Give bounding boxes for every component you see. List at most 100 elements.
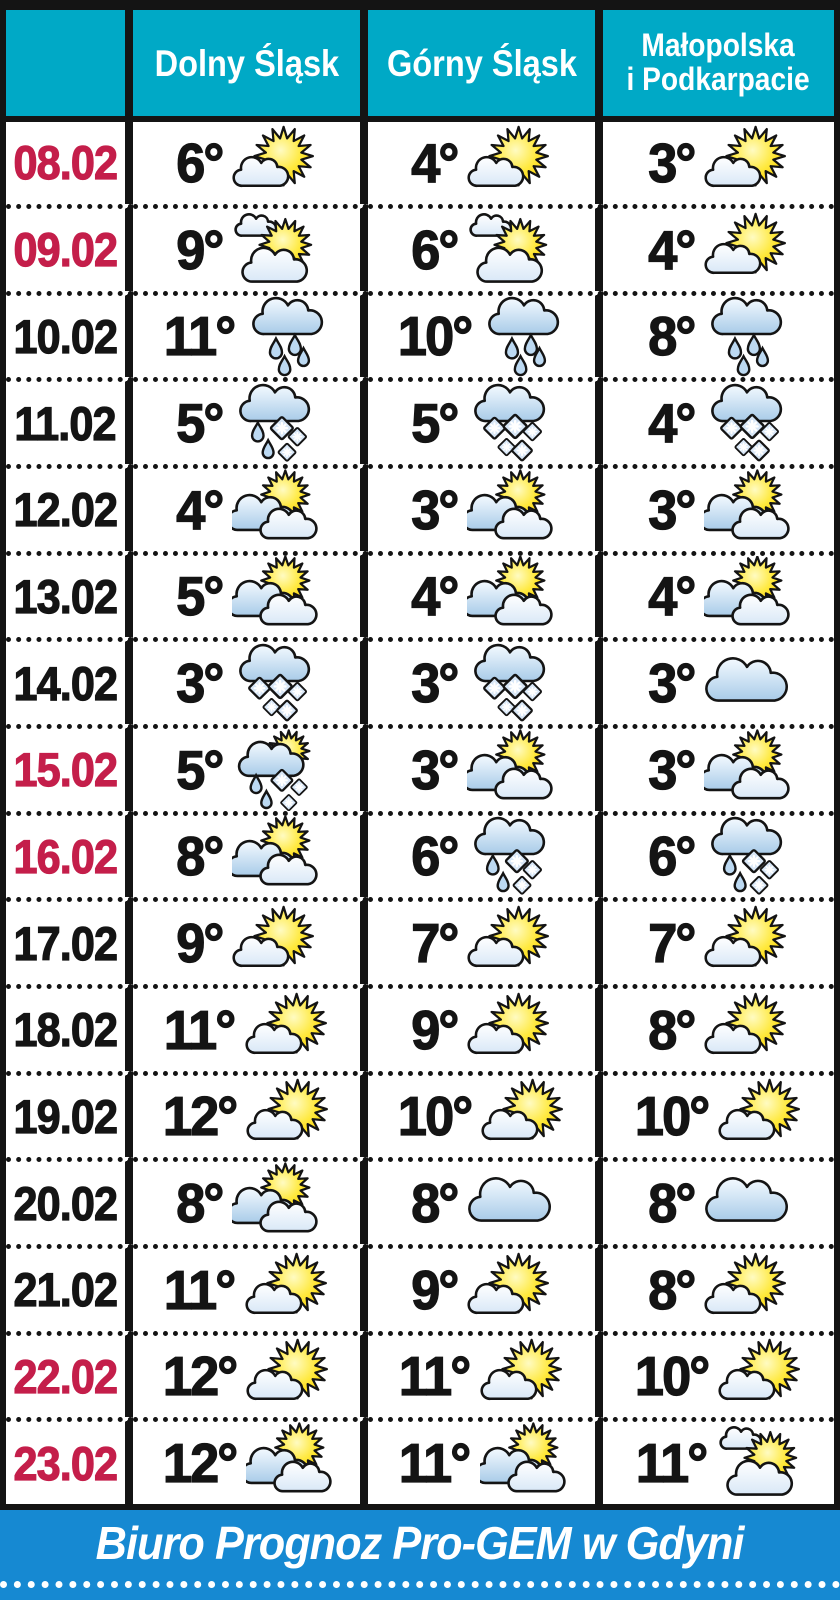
temperature-value: 10° <box>634 1085 710 1148</box>
partly-cloudy-icon <box>467 553 553 637</box>
temperature-value: 5° <box>176 565 225 628</box>
forecast-cell: 5° <box>133 377 368 464</box>
date-label: 23.02 <box>6 1417 133 1504</box>
forecast-row: 09.02 9° 6° 4° <box>6 203 834 291</box>
forecast-cell: 9° <box>368 1243 603 1331</box>
date-label: 20.02 <box>6 1157 133 1244</box>
mostly-sunny-icon <box>246 1333 332 1417</box>
cloud-sun-cloud-icon <box>467 207 553 291</box>
mostly-sunny-icon <box>718 1333 804 1417</box>
temperature-value: 6° <box>648 825 697 888</box>
partly-cloudy-icon <box>480 1420 566 1504</box>
forecast-row: 10.02 11° 10° 8° <box>6 290 834 378</box>
temperature-value: 5° <box>411 391 460 455</box>
forecast-row: 20.02 8° 8° 8° <box>6 1157 834 1244</box>
forecast-cell: 3° <box>603 463 834 551</box>
temperature-value: 8° <box>648 998 697 1061</box>
date-label: 08.02 <box>6 122 133 204</box>
mostly-sunny-icon <box>480 1333 566 1417</box>
column-header-gorny-slask: Górny Śląsk <box>368 10 603 116</box>
mostly-sunny-icon <box>704 122 790 204</box>
mostly-sunny-icon <box>232 900 318 984</box>
date-label: 18.02 <box>6 983 133 1071</box>
forecast-cell: 8° <box>603 290 834 378</box>
temperature-value: 10° <box>397 305 473 368</box>
forecast-cell: 3° <box>603 723 834 811</box>
forecast-cell: 11° <box>133 1243 368 1331</box>
mostly-sunny-icon <box>467 987 553 1071</box>
forecast-cell: 12° <box>133 1070 368 1158</box>
sleet-icon <box>467 813 553 897</box>
cloudy-icon <box>704 1160 790 1244</box>
forecast-cell: 6° <box>368 203 603 291</box>
sleet-icon <box>704 813 790 897</box>
temperature-value: 3° <box>176 651 225 715</box>
forecast-cell: 11° <box>368 1417 603 1504</box>
temperature-value: 3° <box>411 738 460 801</box>
cloudy-icon <box>704 640 790 724</box>
forecast-grid: Dolny Śląsk Górny Śląsk Małopolska i Pod… <box>6 10 834 1504</box>
partly-cloudy-icon <box>232 467 318 551</box>
date-label: 10.02 <box>6 290 133 378</box>
forecast-row: 16.02 8° 6° 6° <box>6 810 834 898</box>
mostly-sunny-icon <box>245 1247 331 1331</box>
forecast-cell: 5° <box>133 723 368 811</box>
forecast-cell: 3° <box>368 723 603 811</box>
forecast-cell: 5° <box>133 550 368 638</box>
snow-icon <box>467 640 553 724</box>
temperature-value: 8° <box>176 825 225 888</box>
forecast-cell: 9° <box>133 203 368 291</box>
temperature-value: 11° <box>164 998 238 1061</box>
forecast-cell: 8° <box>603 1157 834 1244</box>
temperature-value: 3° <box>648 131 697 194</box>
forecast-cell: 11° <box>133 290 368 378</box>
snow-icon <box>704 380 790 464</box>
temperature-value: 4° <box>411 565 460 628</box>
mostly-sunny-icon <box>704 207 790 291</box>
forecast-cell: 8° <box>368 1157 603 1244</box>
temperature-value: 4° <box>176 478 225 541</box>
forecast-cell: 8° <box>133 1157 368 1244</box>
forecast-row: 22.02 12° 11° 10° <box>6 1330 834 1418</box>
mostly-sunny-icon <box>232 122 318 204</box>
forecast-row: 13.02 5° 4° 4° <box>6 550 834 638</box>
forecast-cell: 11° <box>133 983 368 1071</box>
rain-icon <box>704 293 790 377</box>
temperature-value: 12° <box>162 1431 238 1495</box>
forecast-cell: 8° <box>603 983 834 1071</box>
forecast-row: 19.02 12° 10° 10° <box>6 1070 834 1158</box>
temperature-value: 6° <box>411 218 460 281</box>
forecast-cell: 3° <box>368 463 603 551</box>
date-label: 15.02 <box>6 723 133 811</box>
forecast-table-frame: Dolny Śląsk Górny Śląsk Małopolska i Pod… <box>0 0 840 1510</box>
temperature-value: 11° <box>636 1431 710 1495</box>
date-label: 09.02 <box>6 203 133 291</box>
mostly-sunny-icon <box>245 987 331 1071</box>
forecast-cell: 10° <box>603 1330 834 1418</box>
partly-cloudy-icon <box>232 1160 318 1244</box>
forecast-row: 11.02 5° 5° 4° <box>6 377 834 464</box>
temperature-value: 8° <box>411 1171 460 1235</box>
temperature-value: 6° <box>411 825 460 888</box>
temperature-value: 4° <box>411 131 460 194</box>
rain-icon <box>481 293 567 377</box>
temperature-value: 4° <box>648 391 697 455</box>
forecast-row: 15.02 5° 3° 3° <box>6 723 834 811</box>
forecast-cell: 6° <box>133 122 368 204</box>
forecast-cell: 3° <box>603 122 834 204</box>
temperature-value: 9° <box>176 218 225 281</box>
temperature-value: 5° <box>176 391 225 455</box>
temperature-value: 12° <box>162 1085 238 1148</box>
forecast-cell: 10° <box>368 290 603 378</box>
temperature-value: 11° <box>399 1431 473 1495</box>
credit-bar: Biuro Prognoz Pro-GEM w Gdyni <box>0 1510 840 1600</box>
forecast-cell: 10° <box>603 1070 834 1158</box>
sleet-icon <box>232 380 318 464</box>
forecast-cell: 3° <box>603 637 834 724</box>
forecast-cell: 9° <box>133 897 368 984</box>
forecast-row: 18.02 11° 9° 8° <box>6 983 834 1071</box>
date-label: 13.02 <box>6 550 133 638</box>
mostly-sunny-icon <box>718 1073 804 1157</box>
forecast-cell: 7° <box>368 897 603 984</box>
temperature-value: 11° <box>164 1258 238 1321</box>
